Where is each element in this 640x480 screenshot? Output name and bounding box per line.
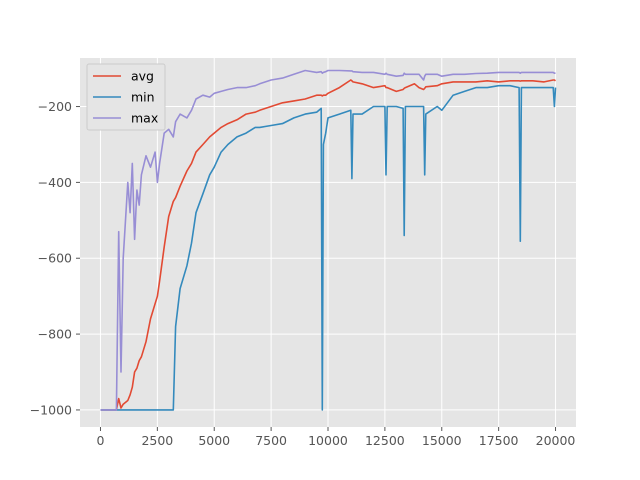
legend: avg min max <box>86 63 166 131</box>
x-tick-label: 5000 <box>198 433 230 448</box>
legend-label-max: max <box>131 111 158 126</box>
x-tick-label: 10000 <box>308 433 348 448</box>
x-tick-label: 20000 <box>536 433 576 448</box>
x-tick-label: 7500 <box>255 433 287 448</box>
series-line-avg <box>100 79 556 411</box>
y-tick-label: −1000 <box>30 402 72 417</box>
grid <box>80 58 576 427</box>
x-tick-label: 17500 <box>479 433 519 448</box>
axis-ticks: 0 2500 5000 7500 10000 12500 15000 17500 20000 −1… <box>30 99 576 448</box>
y-tick-label: −600 <box>38 251 72 266</box>
x-tick-label: 12500 <box>365 433 405 448</box>
y-tick-label: −400 <box>38 175 72 190</box>
x-tick-label: 2500 <box>141 433 173 448</box>
legend-label-avg: avg <box>131 69 154 84</box>
series-line-max <box>100 69 556 411</box>
y-tick-label: −200 <box>38 99 72 114</box>
series-layer <box>100 69 557 411</box>
x-tick-label: 0 <box>97 433 105 448</box>
series-line-min <box>100 84 557 411</box>
legend-label-min: min <box>131 90 155 105</box>
y-tick-label: −800 <box>38 327 72 342</box>
x-tick-label: 15000 <box>422 433 462 448</box>
legend-box <box>86 63 166 131</box>
